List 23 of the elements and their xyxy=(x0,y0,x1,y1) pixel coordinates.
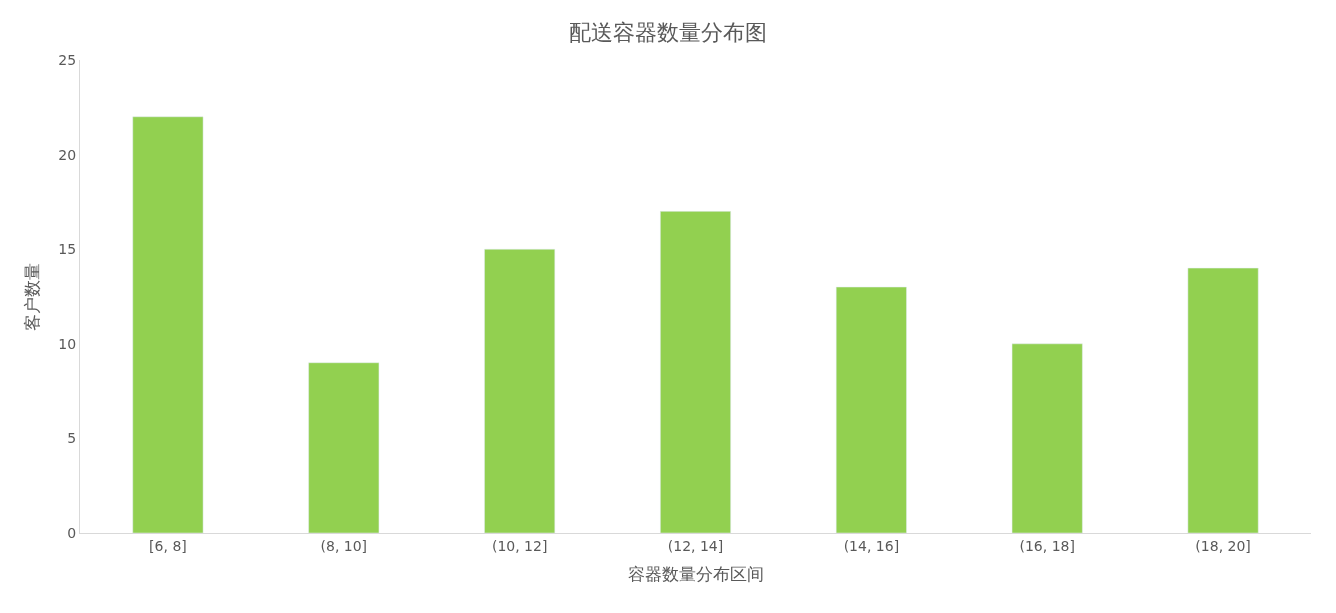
y-tick-label: 25 xyxy=(58,51,77,68)
y-axis-title: 客户数量 xyxy=(21,262,42,331)
bar xyxy=(1011,343,1083,533)
x-axis-title: 容器数量分布区间 xyxy=(627,564,764,585)
x-tick-label: (12, 14] xyxy=(667,537,724,554)
x-tick-label: (14, 16] xyxy=(843,537,900,554)
y-tick-label: 15 xyxy=(58,241,77,258)
y-tick-label: 5 xyxy=(67,430,77,447)
bar xyxy=(308,362,380,533)
bar xyxy=(132,116,204,533)
y-tick-label: 0 xyxy=(67,524,77,541)
x-tick-label: (10, 12] xyxy=(491,537,548,554)
bar xyxy=(1187,267,1259,533)
bar xyxy=(660,211,731,533)
chart-title: 配送容器数量分布图 xyxy=(569,19,767,45)
bar xyxy=(835,286,907,533)
x-tick-label: [6, 8] xyxy=(149,537,187,554)
bar xyxy=(484,248,556,533)
y-tick-label: 10 xyxy=(58,335,77,352)
x-tick-label: (18, 20] xyxy=(1195,537,1251,554)
x-tick-label: (8, 10] xyxy=(320,537,368,554)
x-tick-label: (16, 18] xyxy=(1019,537,1075,554)
y-tick-label: 20 xyxy=(58,146,77,163)
